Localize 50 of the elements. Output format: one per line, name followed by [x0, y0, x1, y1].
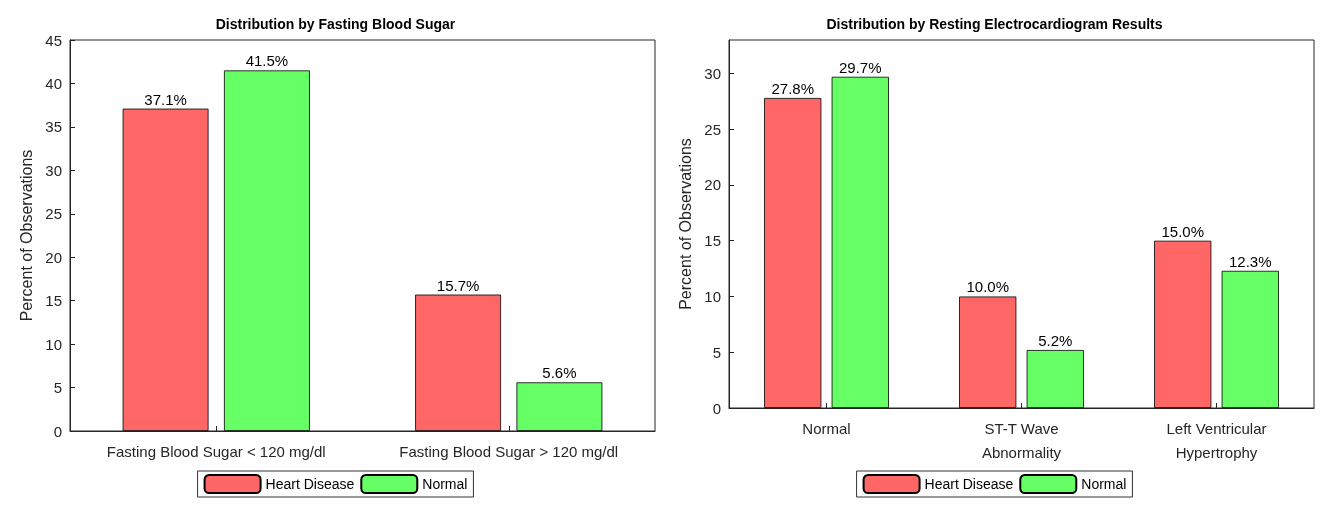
legend-label: Normal	[422, 476, 468, 492]
x-tick-label: Fasting Blood Sugar < 120 mg/dl	[106, 442, 326, 460]
x-tick-label: ST-T Wave Abnormality	[981, 419, 1062, 461]
x-tick-label: Left Ventricular Hypertrophy	[1166, 419, 1267, 461]
y-tick-label: 20	[704, 176, 721, 194]
y-tick-label: 15	[45, 292, 62, 310]
bar	[831, 76, 889, 408]
y-tick-label: 20	[45, 248, 62, 266]
data-label: 5.2%	[1038, 332, 1073, 350]
bar	[1221, 270, 1279, 408]
data-label: 12.3%	[1229, 252, 1272, 270]
data-label: 5.6%	[542, 364, 577, 382]
y-tick-label: 5	[712, 343, 721, 361]
chart-title: Distribution by Fasting Blood Sugar	[215, 16, 456, 32]
bar	[1154, 240, 1212, 408]
y-axis-title: Percent of Observations	[17, 149, 35, 322]
bar	[1026, 350, 1084, 408]
bar	[223, 70, 310, 431]
y-tick-label: 10	[704, 287, 721, 305]
x-tick-label: Normal	[802, 419, 851, 437]
y-tick-label: 25	[704, 120, 721, 138]
y-tick-label: 15	[704, 232, 721, 250]
bar	[415, 294, 502, 431]
y-tick-label: 10	[45, 335, 62, 353]
y-tick-label: 40	[45, 74, 62, 92]
y-tick-label: 0	[53, 422, 62, 440]
bar	[959, 296, 1017, 408]
data-label: 41.5%	[245, 52, 289, 70]
bar	[516, 382, 603, 431]
chart-title: Distribution by Resting Electrocardiogram Results	[826, 16, 1163, 32]
data-label: 37.1%	[144, 90, 187, 108]
y-tick-label: 0	[712, 399, 721, 417]
y-tick-label: 30	[704, 64, 721, 82]
y-tick-label: 25	[45, 205, 62, 223]
bar	[764, 97, 822, 408]
legend-label: Heart Disease	[265, 476, 355, 492]
data-label: 15.7%	[436, 276, 480, 294]
data-label: 27.8%	[771, 79, 814, 97]
data-label: 15.0%	[1161, 222, 1204, 240]
legend-label: Heart Disease	[924, 476, 1014, 492]
y-tick-label: 30	[45, 161, 62, 179]
y-tick-label: 5	[53, 379, 62, 397]
y-axis-title: Percent of Observations	[676, 138, 694, 310]
data-label: 10.0%	[966, 278, 1009, 296]
y-tick-label: 45	[45, 31, 62, 49]
x-tick-label: Fasting Blood Sugar > 120 mg/dl	[399, 442, 619, 460]
legend-label: Normal	[1081, 476, 1127, 492]
data-label: 29.7%	[839, 58, 882, 76]
bar	[122, 108, 209, 431]
y-tick-label: 35	[45, 118, 62, 136]
